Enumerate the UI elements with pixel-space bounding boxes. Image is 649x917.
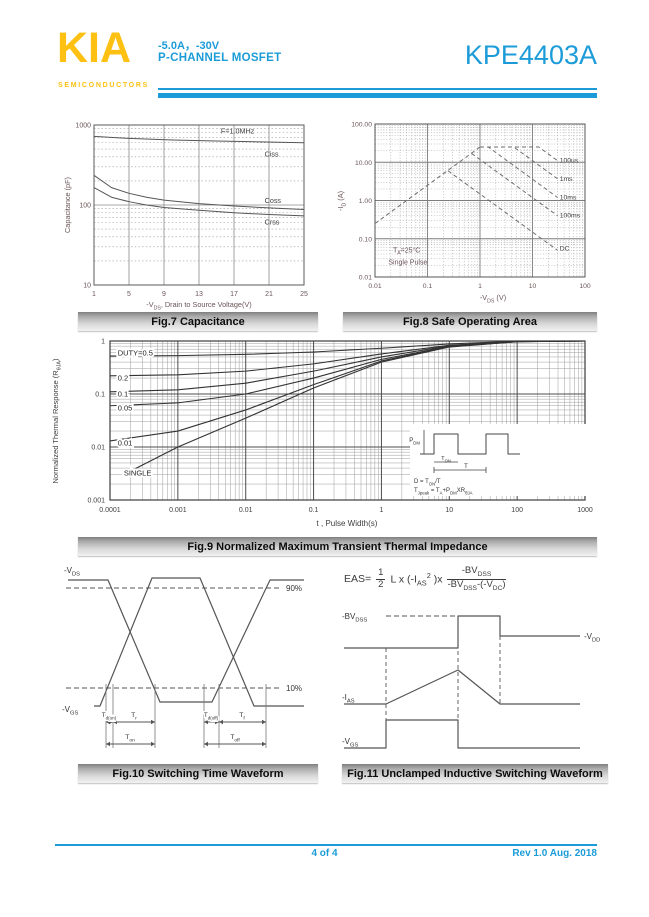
svg-text:-VGS: -VGS — [342, 737, 358, 748]
fig10-caption: Fig.10 Switching Time Waveform — [78, 764, 318, 783]
svg-text:Coss: Coss — [265, 196, 282, 205]
svg-text:10ms: 10ms — [560, 194, 577, 201]
svg-text:Td(off): Td(off) — [204, 712, 219, 720]
svg-text:0.01: 0.01 — [118, 438, 133, 447]
svg-text:TJpeak = TA+PDMXRθJA: TJpeak = TA+PDMXRθJA — [414, 488, 473, 495]
svg-text:DUTY=0.5: DUTY=0.5 — [118, 348, 153, 357]
svg-text:100: 100 — [79, 203, 91, 210]
fig7-caption: Fig.7 Capacitance — [78, 312, 318, 331]
svg-text:T: T — [464, 464, 468, 470]
svg-text:0.001: 0.001 — [87, 498, 105, 505]
svg-text:10: 10 — [445, 507, 453, 514]
svg-text:1ms: 1ms — [560, 176, 573, 183]
footer-rule — [55, 844, 597, 846]
svg-text:Td(on): Td(on) — [102, 712, 117, 720]
svg-text:Single Pulse: Single Pulse — [388, 259, 427, 266]
svg-text:t , Pulse Width(s): t , Pulse Width(s) — [317, 519, 378, 528]
svg-text:1: 1 — [101, 339, 105, 346]
kia-logo: KIA — [57, 24, 132, 72]
svg-text:100: 100 — [511, 507, 523, 514]
svg-text:-VDS, Drain to Source Voltage(: -VDS, Drain to Source Voltage(V) — [146, 300, 251, 311]
svg-text:Toff: Toff — [230, 734, 240, 743]
svg-text:0.01: 0.01 — [368, 283, 381, 290]
svg-text:0.0001: 0.0001 — [99, 507, 121, 514]
fig9-thermal-impedance-chart: DUTY=0.5 0.2 0.1 0.05 0.01 SINGLE 1 0.1 0.01 0.00… — [51, 339, 593, 529]
svg-text:1: 1 — [478, 283, 482, 290]
kia-logo-subtitle: SEMICONDUCTORS — [58, 82, 149, 89]
svg-text:5: 5 — [127, 291, 131, 298]
page-number: 4 of 4 — [311, 848, 338, 859]
svg-text:0.001: 0.001 — [169, 507, 187, 514]
spec-device-type: P-CHANNEL MOSFET — [158, 52, 282, 64]
svg-text:-VDS (V): -VDS (V) — [480, 293, 506, 304]
svg-text:-VGS: -VGS — [62, 705, 78, 716]
svg-text:1: 1 — [379, 507, 383, 514]
fig11-eas-formula: EAS= 1 2 L x (-IAS2 )x -BVDSS -BVDSS-(-VDC) — [344, 565, 506, 592]
fig10-switching-waveform: 90% 10% -VDS -VGS Td(on) Tr Td(off) Tf Ton Toff — [62, 566, 304, 748]
fig8-caption: Fig.8 Safe Operating Area — [343, 312, 597, 331]
svg-text:1: 1 — [92, 291, 96, 298]
svg-text:1000: 1000 — [577, 507, 593, 514]
svg-text:SINGLE: SINGLE — [124, 469, 152, 478]
fig11-uis-waveform: -BVDSS -VDD -IAS -VGS — [342, 612, 600, 749]
svg-text:Normalized Thermal Response (R: Normalized Thermal Response (RθJA) — [51, 358, 62, 484]
svg-text:0.1: 0.1 — [309, 507, 319, 514]
svg-text:10: 10 — [529, 283, 537, 290]
svg-text:TON: TON — [441, 456, 451, 463]
svg-text:25: 25 — [300, 291, 308, 298]
svg-text:0.1: 0.1 — [95, 392, 105, 399]
svg-text:1.00: 1.00 — [359, 198, 372, 205]
svg-text:TA=25°C: TA=25°C — [393, 246, 420, 256]
svg-text:DC: DC — [560, 246, 570, 253]
svg-text:100.00: 100.00 — [351, 122, 372, 129]
svg-text:1000: 1000 — [75, 123, 91, 130]
svg-text:0.05: 0.05 — [118, 403, 133, 412]
svg-text:F=1.0MHz: F=1.0MHz — [221, 126, 255, 135]
svg-text:90%: 90% — [286, 584, 302, 593]
svg-text:21: 21 — [265, 291, 273, 298]
svg-text:-ID (A): -ID (A) — [336, 191, 347, 211]
svg-text:10: 10 — [83, 283, 91, 290]
svg-text:Crss: Crss — [265, 218, 280, 227]
svg-text:0.01: 0.01 — [239, 507, 253, 514]
svg-text:Capacitance (pF): Capacitance (pF) — [63, 177, 72, 233]
header-rule-thick — [158, 93, 597, 98]
svg-text:Tf: Tf — [239, 712, 245, 721]
svg-text:0.1: 0.1 — [118, 390, 128, 399]
svg-text:100: 100 — [579, 283, 591, 290]
svg-text:100us: 100us — [560, 158, 579, 165]
svg-text:9: 9 — [162, 291, 166, 298]
svg-text:-VDD: -VDD — [584, 632, 600, 643]
svg-text:Ton: Ton — [125, 734, 135, 743]
svg-text:PDM: PDM — [409, 438, 420, 445]
fig9-caption: Fig.9 Normalized Maximum Transient Therm… — [78, 537, 597, 556]
fig11-caption: Fig.11 Unclamped Inductive Switching Wav… — [342, 764, 608, 783]
svg-text:0.1: 0.1 — [423, 283, 433, 290]
svg-text:Tr: Tr — [131, 712, 137, 721]
fig7-capacitance-chart: F=1.0MHz Ciss Coss Crss 1000 100 101 5 9 13 17 21 25… — [63, 123, 308, 312]
header-rule-thin — [158, 88, 597, 90]
svg-text:100ms: 100ms — [560, 213, 581, 220]
svg-text:-VDS: -VDS — [64, 566, 80, 577]
svg-text:0.2: 0.2 — [118, 374, 128, 383]
svg-text:D = TON/T: D = TON/T — [414, 479, 441, 486]
svg-text:13: 13 — [195, 291, 203, 298]
svg-text:10%: 10% — [286, 684, 302, 693]
part-number: KPE4403A — [464, 40, 597, 70]
svg-text:Ciss: Ciss — [265, 149, 279, 158]
svg-text:0.01: 0.01 — [359, 275, 372, 282]
svg-text:10.00: 10.00 — [355, 160, 372, 167]
spec-ratings: -5.0A，-30V — [158, 40, 220, 52]
svg-text:0.01: 0.01 — [91, 445, 105, 452]
svg-text:-BVDSS: -BVDSS — [342, 612, 367, 623]
svg-text:-IAS: -IAS — [342, 693, 355, 704]
svg-text:17: 17 — [230, 291, 238, 298]
revision-label: Rev 1.0 Aug. 2018 — [512, 848, 597, 859]
svg-text:0.10: 0.10 — [359, 236, 372, 243]
